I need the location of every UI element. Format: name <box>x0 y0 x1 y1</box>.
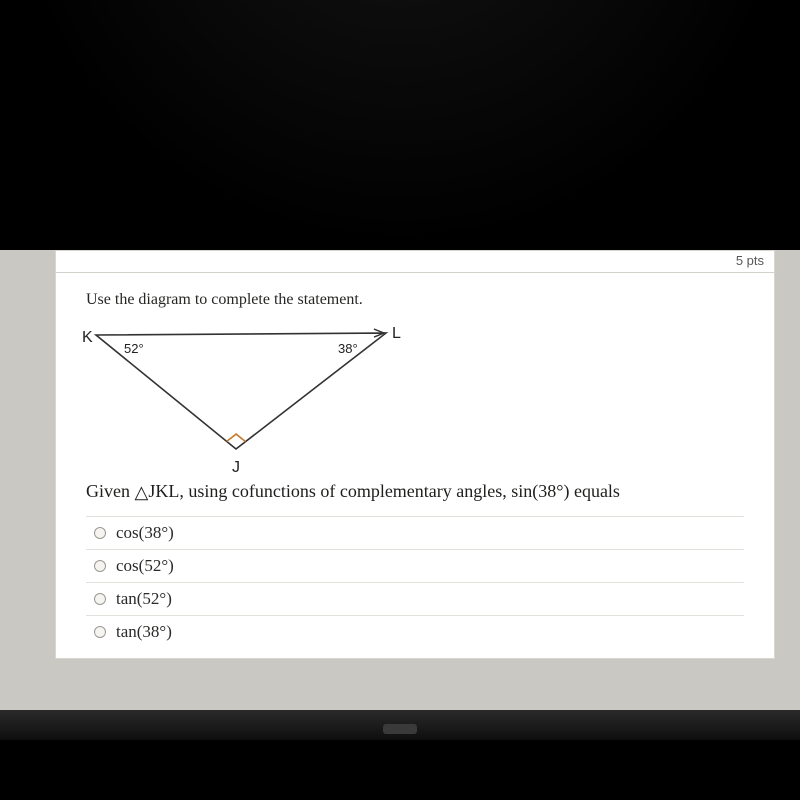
right-angle-marker <box>227 434 246 442</box>
answer-choice[interactable]: cos(38°) <box>86 517 744 550</box>
answer-choice[interactable]: tan(52°) <box>86 583 744 616</box>
given-triangle: JKL, <box>148 481 184 501</box>
angle-label-K: 52° <box>124 341 144 356</box>
answer-choice[interactable]: cos(52°) <box>86 550 744 583</box>
radio-icon <box>94 560 106 572</box>
answer-choice[interactable]: tan(38°) <box>86 616 744 648</box>
choice-label: tan(38°) <box>116 622 172 642</box>
points-label: 5 pts <box>736 253 764 268</box>
question-card: 5 pts Use the diagram to complete the st… <box>55 250 775 659</box>
given-suffix: using cofunctions of complementary angle… <box>184 481 620 501</box>
choice-label: cos(38°) <box>116 523 174 543</box>
taskbar <box>0 710 800 740</box>
choice-label: tan(52°) <box>116 589 172 609</box>
vertex-label-J: J <box>232 459 240 477</box>
choice-label: cos(52°) <box>116 556 174 576</box>
given-prefix: Given <box>86 481 135 501</box>
taskbar-item[interactable] <box>383 724 417 734</box>
question-body: Use the diagram to complete the statemen… <box>56 273 774 658</box>
desktop-background: 5 pts Use the diagram to complete the st… <box>0 250 800 740</box>
triangle-symbol: △ <box>135 482 149 503</box>
question-statement: Given △JKL, using cofunctions of complem… <box>86 481 744 502</box>
triangle-diagram: K L J 52° 38° <box>86 321 426 471</box>
points-row: 5 pts <box>56 251 774 273</box>
ambient-shine <box>0 0 800 250</box>
question-prompt: Use the diagram to complete the statemen… <box>86 291 744 309</box>
radio-icon <box>94 593 106 605</box>
answer-choices: cos(38°) cos(52°) tan(52°) tan(38°) <box>86 516 744 648</box>
radio-icon <box>94 626 106 638</box>
radio-icon <box>94 527 106 539</box>
angle-label-L: 38° <box>338 341 358 356</box>
vertex-label-K: K <box>82 329 93 347</box>
vertex-label-L: L <box>392 325 401 343</box>
